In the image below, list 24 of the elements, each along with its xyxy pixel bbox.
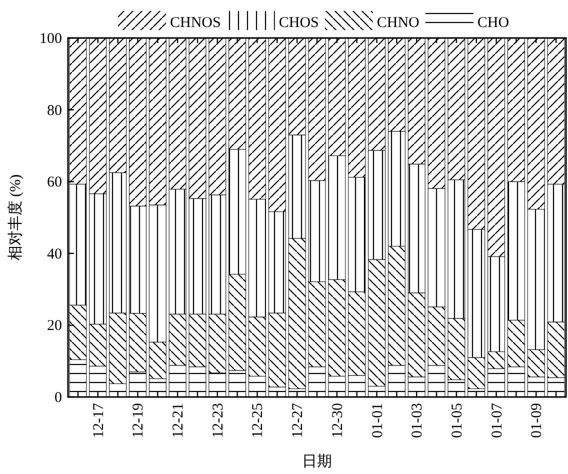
x-tick-label: 01-01 [370,403,386,438]
x-axis-title: 日期 [302,453,332,470]
y-tick-label: 0 [54,390,62,406]
x-tick-label: 01-09 [529,403,546,438]
x-tick-label: 12-27 [290,402,306,438]
x-tick-label: 01-07 [489,402,506,438]
y-tick-label: 40 [47,246,62,262]
legend-label: CHNOS [170,15,221,31]
x-tick-label: 12-30 [330,403,346,438]
x-tick-label: 01-03 [410,403,426,438]
legend-label: CHOS [278,15,319,31]
x-tick-label: 12-21 [170,403,187,438]
y-tick-label: 60 [47,174,62,191]
y-tick-label: 80 [47,102,62,119]
x-tick-label: 12-17 [90,402,107,438]
y-axis-title: 相对丰度 (%) [7,174,24,261]
x-tick-label: 01-05 [449,403,466,438]
x-tick-label: 12-19 [130,403,147,438]
y-tick-label: 20 [47,318,62,334]
legend-label: CHNO [376,15,420,31]
legend-label: CHO [477,15,510,31]
x-tick-label: 12-23 [210,403,226,438]
x-tick-label: 12-25 [250,403,266,438]
y-tick-label: 100 [40,31,62,47]
